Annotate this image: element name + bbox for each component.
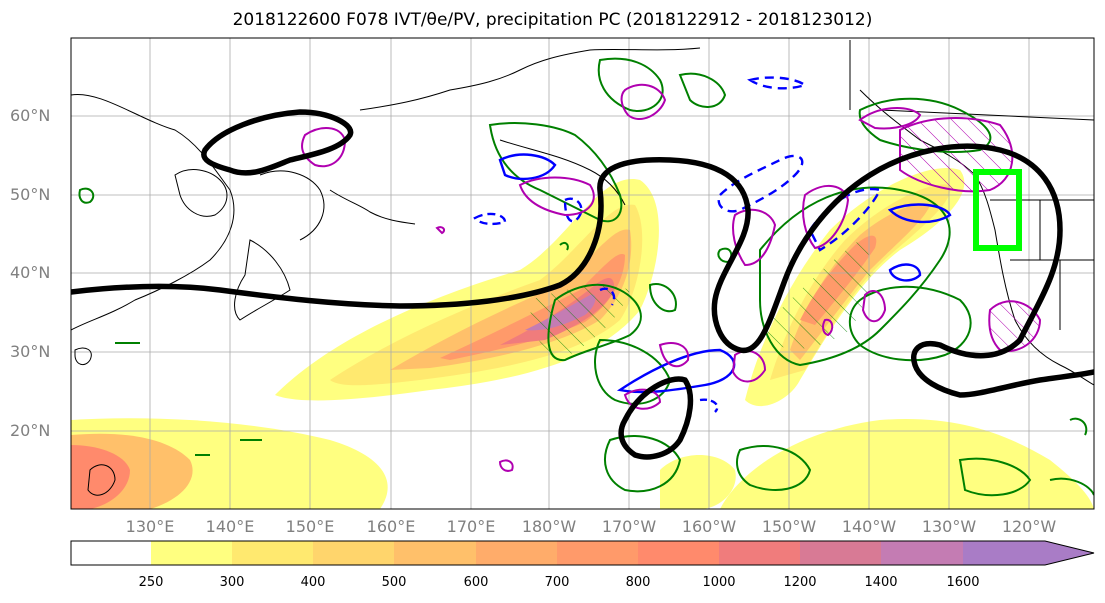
lat-label: 20°N (10, 421, 51, 440)
map-frame (70, 37, 1095, 510)
colorbar-tick-label: 1600 (946, 575, 980, 590)
colorbar-tick-label: 800 (625, 575, 651, 590)
lon-label: 160°E (366, 517, 416, 536)
colorbar-tick-label: 1000 (702, 575, 736, 590)
colorbar-tick-label: 250 (138, 575, 164, 590)
lon-label: 160°W (681, 517, 737, 536)
lat-label: 50°N (10, 185, 51, 204)
lat-label: 60°N (10, 106, 51, 125)
lon-label: 120°W (1001, 517, 1057, 536)
lon-label: 130°E (125, 517, 175, 536)
colorbar-tick-label: 1200 (783, 575, 817, 590)
theta-e-contours-black (71, 109, 1094, 460)
lon-label: 170°E (446, 517, 496, 536)
pv-positive-contours (78, 57, 1094, 497)
lon-label: 150°W (761, 517, 817, 536)
lon-label: 140°E (205, 517, 255, 536)
figure-title: 2018122600 F078 IVT/θe/PV, precipitation… (232, 10, 873, 30)
colorbar-tick-label: 500 (381, 575, 407, 590)
colorbar-tick-label: 1400 (864, 575, 898, 590)
lon-label: 150°E (285, 517, 335, 536)
colorbar-tick-label: 300 (219, 575, 245, 590)
lon-label: 180°W (521, 517, 577, 536)
colorbar-tick-label: 400 (300, 575, 326, 590)
lon-label: 170°W (601, 517, 657, 536)
target-region-box (973, 169, 1022, 251)
lon-label: 130°W (921, 517, 977, 536)
colorbar-tick-label: 700 (544, 575, 570, 590)
colorbar (70, 540, 1095, 566)
lat-label: 30°N (10, 342, 51, 361)
lon-label: 140°W (841, 517, 897, 536)
lat-label: 40°N (10, 263, 51, 282)
colorbar-tick-label: 600 (463, 575, 489, 590)
